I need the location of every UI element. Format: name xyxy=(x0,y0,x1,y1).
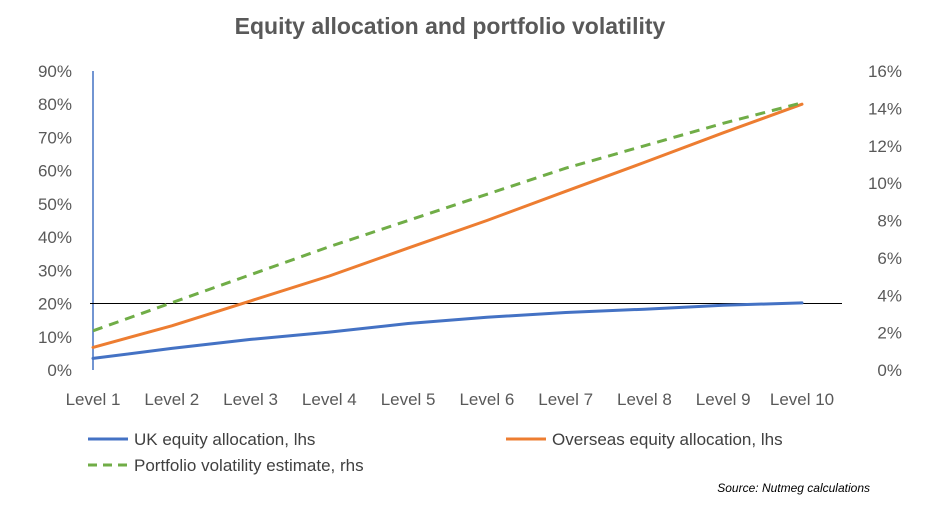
x-tick-label: Level 1 xyxy=(66,390,121,409)
left-tick-label: 10% xyxy=(38,328,72,347)
legend-label-uk: UK equity allocation, lhs xyxy=(134,430,315,449)
x-tick-label: Level 9 xyxy=(696,390,751,409)
series-lines xyxy=(91,101,804,360)
left-tick-label: 80% xyxy=(38,95,72,114)
x-tick-label: Level 4 xyxy=(302,390,357,409)
right-tick-label: 2% xyxy=(877,324,902,343)
right-tick-label: 8% xyxy=(877,212,902,231)
left-tick-label: 90% xyxy=(38,62,72,81)
legend-label-overseas: Overseas equity allocation, lhs xyxy=(552,430,783,449)
legend-label-volatility: Portfolio volatility estimate, rhs xyxy=(134,456,364,475)
series-line-volatility xyxy=(92,101,803,333)
legend: UK equity allocation, lhs Overseas equit… xyxy=(88,430,783,475)
left-tick-label: 20% xyxy=(38,295,72,314)
x-tick-label: Level 6 xyxy=(459,390,514,409)
source-note: Source: Nutmeg calculations xyxy=(717,481,870,495)
right-tick-label: 4% xyxy=(877,286,902,305)
left-tick-label: 70% xyxy=(38,128,72,147)
left-tick-label: 50% xyxy=(38,195,72,214)
x-axis-ticks: Level 1 Level 2 Level 3 Level 4 Level 5 Level… xyxy=(66,390,835,409)
x-tick-label: Level 10 xyxy=(770,390,834,409)
right-tick-label: 12% xyxy=(868,137,902,156)
right-tick-label: 14% xyxy=(868,99,902,118)
left-tick-label: 40% xyxy=(38,228,72,247)
right-tick-label: 10% xyxy=(868,174,902,193)
right-tick-label: 0% xyxy=(877,361,902,380)
x-tick-label: Level 2 xyxy=(144,390,199,409)
x-tick-label: Level 7 xyxy=(538,390,593,409)
right-tick-label: 16% xyxy=(868,62,902,81)
x-tick-label: Level 8 xyxy=(617,390,672,409)
right-axis-ticks: 0% 2% 4% 6% 8% 10% 12% 14% 16% xyxy=(868,62,902,380)
left-axis-ticks: 0% 10% 20% 30% 40% 50% 60% 70% 80% 90% xyxy=(38,62,72,380)
left-tick-label: 30% xyxy=(38,261,72,280)
series-line-overseas-equity xyxy=(91,102,804,349)
left-tick-label: 60% xyxy=(38,162,72,181)
x-tick-label: Level 3 xyxy=(223,390,278,409)
left-tick-label: 0% xyxy=(47,361,72,380)
chart-title: Equity allocation and portfolio volatili… xyxy=(235,13,666,39)
x-tick-label: Level 5 xyxy=(381,390,436,409)
series-line-uk-equity xyxy=(91,301,804,360)
right-tick-label: 6% xyxy=(877,249,902,268)
